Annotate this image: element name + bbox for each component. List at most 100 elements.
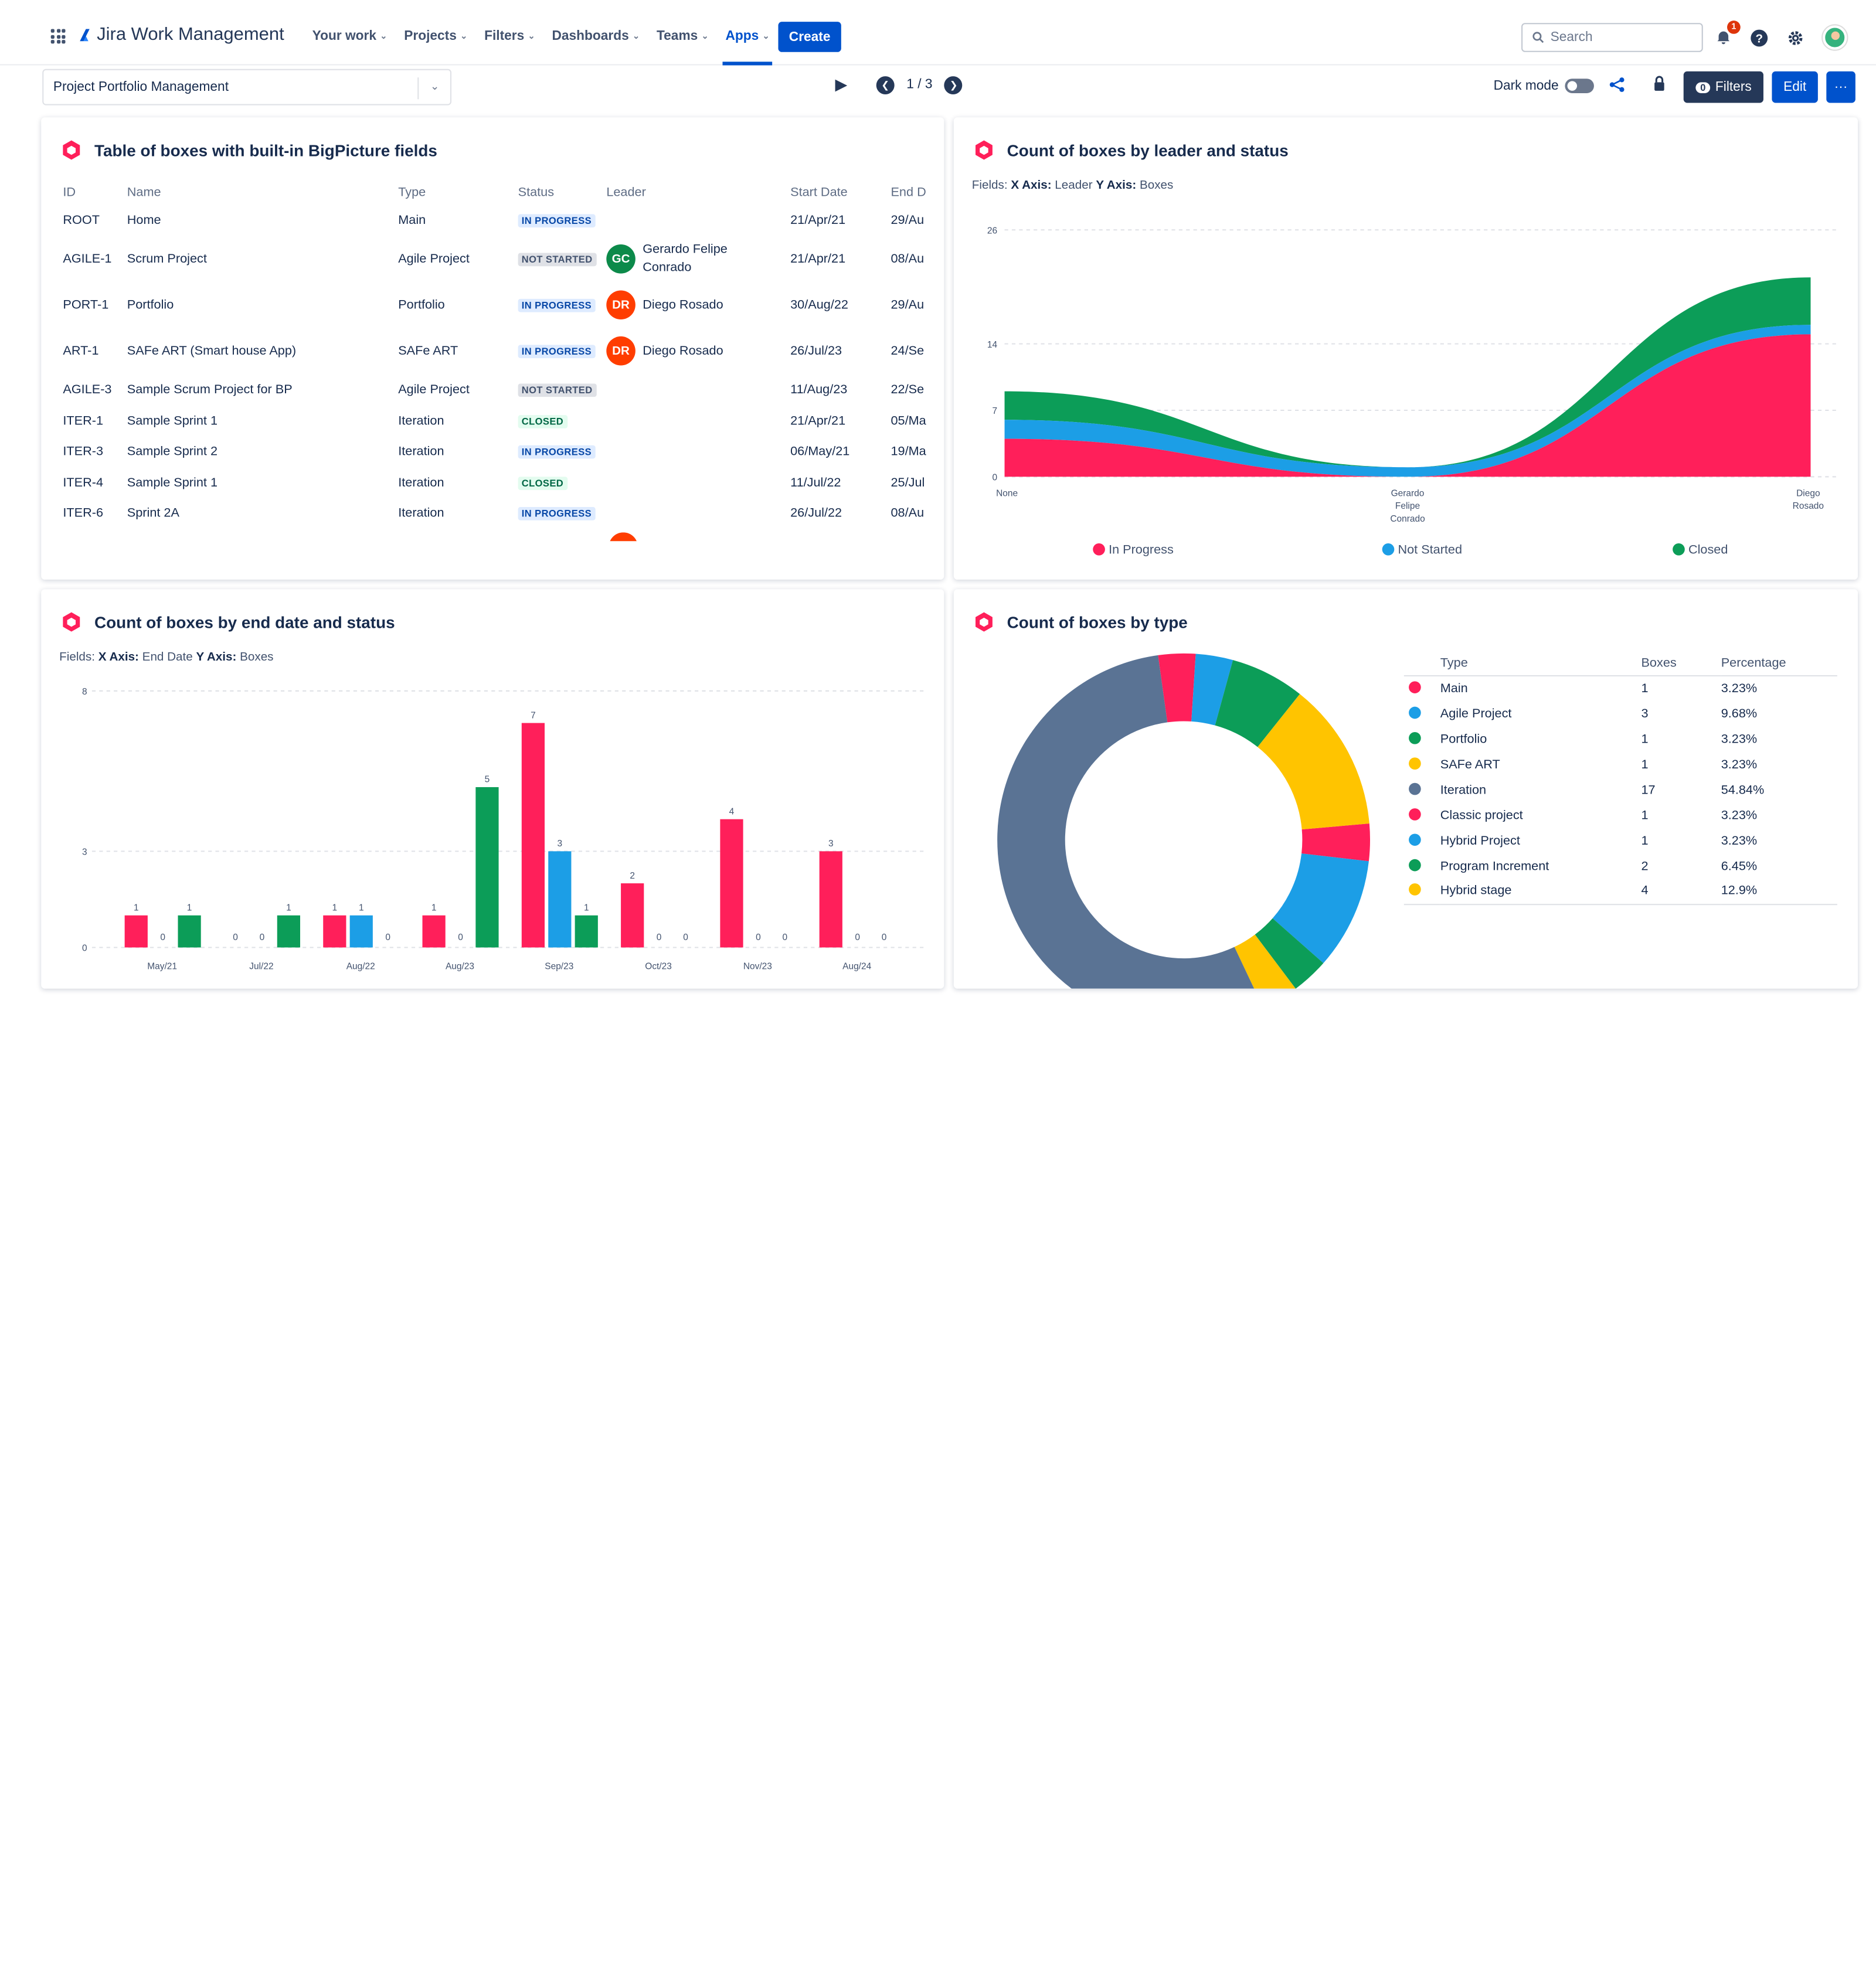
donut-slice-hybrid-stage[interactable] bbox=[1258, 694, 1369, 830]
type-label: Hybrid stage bbox=[1440, 878, 1642, 905]
type-row[interactable]: SAFe ART 1 3.23% bbox=[1404, 751, 1837, 777]
bar-in-progress[interactable] bbox=[720, 819, 743, 948]
legend-item[interactable]: In Progress bbox=[1093, 542, 1174, 557]
next-slide-icon[interactable]: ❯ bbox=[944, 76, 963, 94]
type-row[interactable]: Hybrid Project 1 3.23% bbox=[1404, 828, 1837, 853]
leader-chip[interactable]: GC Gerardo Felipe Conrado bbox=[606, 241, 790, 277]
column-header[interactable]: Status bbox=[518, 185, 555, 200]
legend-item[interactable]: Closed bbox=[1673, 542, 1728, 557]
cell-name[interactable]: Sample Sprint 1 bbox=[127, 475, 218, 490]
user-avatar[interactable] bbox=[1823, 25, 1847, 50]
type-row[interactable]: Agile Project 3 9.68% bbox=[1404, 700, 1837, 726]
donut-chart-widget: Count of boxes by type Type Boxes Percenta… bbox=[953, 589, 1858, 989]
column-header[interactable]: Leader bbox=[606, 185, 646, 200]
app-switcher-icon[interactable] bbox=[50, 29, 66, 44]
nav-item-filters[interactable]: Filters ⌄ bbox=[484, 29, 535, 44]
lock-icon[interactable] bbox=[1649, 73, 1670, 94]
bar-in-progress[interactable] bbox=[621, 883, 644, 948]
cell-name[interactable]: Sample Sprint 2 bbox=[127, 444, 218, 459]
play-icon[interactable]: ▶ bbox=[835, 74, 848, 93]
table-row[interactable]: AGILE-1 Scrum Project Agile Project NOT STA… bbox=[63, 236, 939, 282]
cell-start-date: 26/Jul/22 bbox=[790, 505, 842, 520]
filters-button[interactable]: 0 Filters bbox=[1683, 71, 1763, 103]
cell-name[interactable]: Home bbox=[127, 213, 161, 228]
table-row[interactable]: ITER-1 Sample Sprint 1 Iteration CLOSED 21/A… bbox=[63, 406, 939, 436]
bar-in-progress[interactable] bbox=[323, 915, 346, 948]
bar-in-progress[interactable] bbox=[819, 851, 842, 948]
table-row[interactable]: ART-1 SAFe ART (Smart house App) SAFe ART I… bbox=[63, 328, 939, 373]
donut-slice-agile-project[interactable] bbox=[1272, 853, 1369, 964]
table-row[interactable]: PORT-1 Portfolio Portfolio IN PROGRESS DR Die… bbox=[63, 282, 939, 328]
leader-chip[interactable]: DR Diego Rosado bbox=[606, 290, 790, 320]
nav-item-your-work[interactable]: Your work ⌄ bbox=[312, 29, 388, 44]
type-row[interactable]: Main 1 3.23% bbox=[1404, 675, 1837, 700]
main-nav: Your work ⌄ Projects ⌄ Filters ⌄ Dashboards ⌄ Te… bbox=[312, 29, 787, 66]
cell-name[interactable]: Sprint 2A bbox=[127, 505, 179, 520]
cell-name[interactable]: SAFe ART (Smart house App) bbox=[127, 343, 297, 359]
bar-closed[interactable] bbox=[575, 915, 598, 948]
bar-in-progress[interactable] bbox=[521, 723, 545, 948]
legend-item[interactable]: Not Started bbox=[1382, 542, 1462, 557]
share-icon[interactable] bbox=[1606, 74, 1628, 96]
cell-name[interactable]: Scrum Project bbox=[127, 251, 207, 267]
table-row[interactable]: ROOT Home Main IN PROGRESS 21/Apr/21 29/Au bbox=[63, 205, 939, 236]
search-input[interactable]: Search bbox=[1521, 23, 1703, 52]
area-series-in-progress[interactable] bbox=[1004, 334, 1811, 477]
bar-in-progress[interactable] bbox=[422, 915, 446, 948]
edit-button[interactable]: Edit bbox=[1772, 71, 1818, 103]
column-header[interactable]: Type bbox=[1440, 652, 1642, 676]
cell-name[interactable]: Sample Scrum Project for BP bbox=[127, 382, 293, 397]
nav-item-teams[interactable]: Teams ⌄ bbox=[657, 29, 709, 44]
board-selector[interactable]: Project Portfolio Management ⌄ bbox=[42, 69, 452, 106]
nav-item-apps[interactable]: Apps ⌄ bbox=[723, 29, 773, 66]
notification-icon[interactable] bbox=[1712, 26, 1734, 48]
type-row[interactable]: Classic project 1 3.23% bbox=[1404, 802, 1837, 828]
nav-item-dashboards[interactable]: Dashboards ⌄ bbox=[552, 29, 640, 44]
donut-slice-safe-art[interactable] bbox=[1234, 934, 1296, 989]
column-header[interactable]: Type bbox=[398, 185, 426, 200]
bar-not-started[interactable] bbox=[548, 851, 572, 948]
area-series-closed[interactable] bbox=[1004, 277, 1811, 468]
dark-mode-toggle[interactable] bbox=[1564, 79, 1594, 93]
donut-slice-classic-project[interactable] bbox=[1158, 653, 1196, 723]
bar-closed[interactable] bbox=[178, 915, 201, 948]
bar-closed[interactable] bbox=[475, 787, 499, 948]
table-row[interactable]: AGILE-3 Sample Scrum Project for BP Agile … bbox=[63, 374, 939, 406]
cell-name[interactable]: Portfolio bbox=[127, 297, 174, 312]
nav-item-projects[interactable]: Projects ⌄ bbox=[404, 29, 467, 44]
cell-name[interactable]: Sample Sprint 1 bbox=[127, 413, 218, 428]
column-header[interactable]: Start Date bbox=[790, 185, 848, 200]
column-header-spacer bbox=[1403, 652, 1440, 676]
column-header[interactable]: End D bbox=[891, 185, 926, 200]
type-row[interactable]: Iteration 17 54.84% bbox=[1404, 777, 1837, 802]
cell-end-date: 25/Jul bbox=[891, 475, 925, 490]
column-header[interactable]: Percentage bbox=[1721, 652, 1837, 676]
bar-closed[interactable] bbox=[277, 915, 300, 948]
donut-slice-portfolio[interactable] bbox=[1255, 918, 1324, 989]
area-chart: 0 7 14 26 None Gerardo Felipe Conrado Diego Rosad… bbox=[987, 226, 1837, 557]
donut-slice-iteration[interactable] bbox=[997, 655, 1263, 989]
previous-slide-icon[interactable]: ❮ bbox=[876, 76, 895, 94]
help-icon[interactable]: ? bbox=[1748, 26, 1769, 48]
leader-avatar: DR bbox=[606, 336, 635, 366]
column-header[interactable]: Boxes bbox=[1641, 652, 1721, 676]
column-header[interactable]: ID bbox=[63, 185, 76, 200]
bar-in-progress[interactable] bbox=[124, 915, 148, 948]
type-row[interactable]: Hybrid stage 4 12.9% bbox=[1403, 878, 1837, 905]
type-row[interactable]: Portfolio 1 3.23% bbox=[1404, 726, 1837, 751]
bar-not-started[interactable] bbox=[349, 915, 373, 948]
type-row[interactable]: Program Increment 2 6.45% bbox=[1404, 853, 1837, 878]
donut-slice-main[interactable] bbox=[1301, 823, 1371, 862]
leader-chip[interactable]: DR Diego Rosado bbox=[606, 336, 790, 366]
donut-slice-hybrid-project[interactable] bbox=[1191, 654, 1233, 726]
area-series-not-started[interactable] bbox=[1004, 325, 1811, 477]
product-logo[interactable]: Jira Work Management bbox=[77, 24, 284, 45]
settings-icon[interactable] bbox=[1784, 26, 1806, 48]
donut-slice-program-increment[interactable] bbox=[1215, 660, 1300, 747]
column-header[interactable]: Name bbox=[127, 185, 161, 200]
table-row[interactable]: ITER-6 Sprint 2A Iteration IN PROGRESS 26/Ju… bbox=[63, 498, 939, 529]
create-button[interactable]: Create bbox=[778, 22, 841, 52]
table-row[interactable]: ITER-3 Sample Sprint 2 Iteration IN PROGRES… bbox=[63, 435, 939, 467]
more-actions-button[interactable]: ··· bbox=[1826, 71, 1855, 103]
table-row[interactable]: ITER-4 Sample Sprint 1 Iteration CLOSED 11/J… bbox=[63, 467, 939, 498]
